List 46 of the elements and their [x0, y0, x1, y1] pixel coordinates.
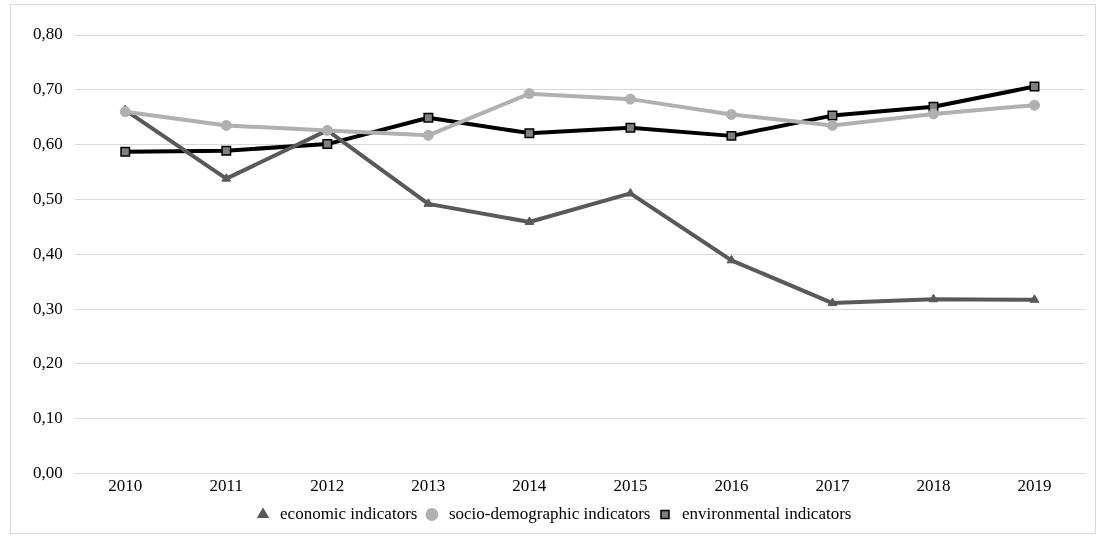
legend-label: socio-demographic indicators — [448, 503, 651, 523]
y-tick-label: 0,70 — [33, 79, 63, 99]
point — [524, 128, 535, 139]
y-tick-label: 0,10 — [33, 408, 63, 428]
point — [523, 88, 535, 100]
point — [1028, 99, 1040, 111]
y-tick-label: 0,50 — [33, 188, 63, 208]
point — [726, 130, 737, 141]
y-tick-label: 0,60 — [33, 134, 63, 154]
point — [827, 110, 838, 121]
point — [423, 112, 434, 123]
point — [221, 145, 232, 156]
point — [1029, 81, 1040, 92]
point — [624, 93, 636, 105]
point — [322, 139, 333, 150]
x-tick-label: 2012 — [310, 476, 345, 496]
point — [423, 198, 434, 207]
x-tick-label: 2015 — [613, 476, 648, 496]
point — [524, 216, 535, 225]
x-tick-label: 2014 — [512, 476, 547, 496]
point — [220, 119, 232, 131]
point — [826, 119, 838, 131]
point — [422, 129, 434, 141]
legend-label: economic indicators — [280, 503, 418, 523]
point — [119, 106, 131, 118]
y-tick-label: 0,30 — [33, 298, 63, 318]
y-tick-label: 0,00 — [33, 463, 63, 483]
point — [928, 293, 939, 303]
x-tick-label: 2019 — [1017, 476, 1052, 496]
point — [827, 297, 838, 307]
legend-label: environmental indicators — [681, 503, 852, 523]
x-tick-label: 2010 — [108, 476, 143, 496]
y-tick-label: 0,20 — [33, 353, 63, 373]
x-tick-label: 2013 — [411, 476, 446, 496]
point — [221, 173, 232, 182]
x-tick-label: 2017 — [815, 476, 850, 496]
point — [1029, 294, 1040, 303]
point — [625, 122, 636, 133]
y-tick-label: 0,80 — [33, 24, 63, 44]
y-tick-label: 0,40 — [33, 243, 63, 263]
point — [927, 108, 939, 120]
point — [120, 146, 131, 157]
x-tick-label: 2011 — [209, 476, 243, 496]
point — [725, 109, 737, 120]
x-tick-label: 2016 — [714, 476, 749, 496]
x-tick-label: 2018 — [916, 476, 951, 496]
